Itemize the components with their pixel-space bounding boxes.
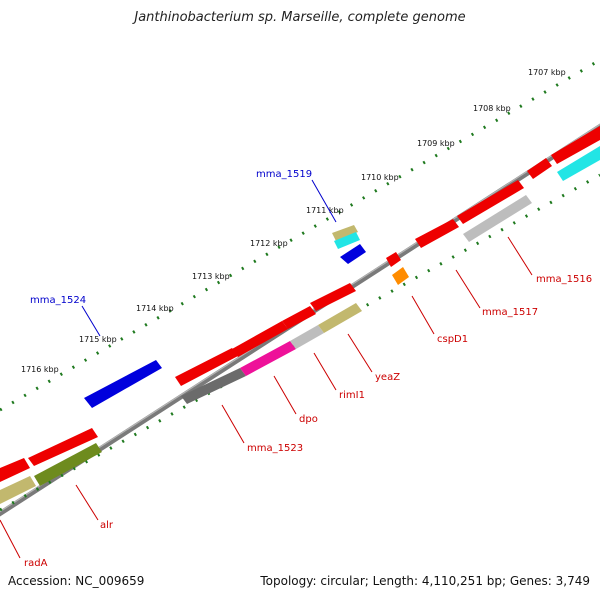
leader-lines	[0, 179, 533, 559]
tick-label-1708: 1708 kbp	[473, 104, 511, 113]
tick-label-1711: 1711 kbp	[306, 206, 344, 215]
gene-red-4[interactable]	[310, 283, 356, 311]
gene-alr[interactable]	[34, 443, 102, 486]
forward-genes	[84, 225, 366, 408]
tick-label-1712: 1712 kbp	[250, 239, 288, 248]
label-cspD1[interactable]: cspD1	[437, 334, 468, 345]
gene-yeaZ-top[interactable]	[332, 225, 358, 241]
gene-mma_1523[interactable]	[181, 368, 246, 404]
reverse-genes	[0, 126, 600, 504]
gene-cyan-small[interactable]	[334, 232, 360, 249]
gene-red-1[interactable]	[175, 348, 238, 386]
gene-mma_1519[interactable]	[340, 244, 366, 264]
tick-label-1710: 1710 kbp	[361, 173, 399, 182]
gene-radA[interactable]	[0, 476, 36, 504]
gene-yeaZ[interactable]	[318, 303, 362, 333]
accession-text: Accession: NC_009659	[8, 574, 145, 588]
label-mma_1517[interactable]: mma_1517	[482, 307, 538, 318]
gene-red-2[interactable]	[232, 321, 288, 357]
gene-cyan-right[interactable]	[557, 146, 600, 181]
gene-red-right-2[interactable]	[551, 126, 600, 164]
gene-red-right-1[interactable]	[527, 158, 552, 179]
map-title: Janthinobacterium sp. Marseille, complet…	[134, 10, 466, 25]
label-dpo[interactable]: dpo	[299, 414, 318, 425]
gene-red-left-2[interactable]	[28, 428, 98, 466]
topology-text: Topology: circular; Length: 4,110,251 bp…	[260, 574, 590, 588]
tick-label-1707: 1707 kbp	[528, 68, 566, 77]
gene-mma_1524[interactable]	[84, 360, 162, 408]
label-mma_1523[interactable]: mma_1523	[247, 443, 303, 454]
tick-label-1713: 1713 kbp	[192, 272, 230, 281]
label-mma_1519[interactable]: mma_1519	[256, 169, 312, 180]
gene-dpo[interactable]	[240, 341, 296, 376]
label-yeaZ[interactable]: yeaZ	[375, 372, 400, 383]
gene-mma_1517-red[interactable]	[415, 219, 459, 248]
label-mma_1516[interactable]: mma_1516	[536, 274, 592, 285]
label-mma_1524[interactable]: mma_1524	[30, 295, 86, 306]
tick-label-1715: 1715 kbp	[79, 335, 117, 344]
gene-mma_1517[interactable]	[457, 180, 524, 224]
tick-label-1714: 1714 kbp	[136, 304, 174, 313]
tick-label-1709: 1709 kbp	[417, 139, 455, 148]
gene-red-left-1[interactable]	[0, 458, 30, 482]
tick-label-1716: 1716 kbp	[21, 365, 59, 374]
label-rimI1[interactable]: rimI1	[339, 390, 365, 401]
kbp-ticks: 1707 kbp 1708 kbp 1709 kbp 1710 kbp 1711…	[21, 68, 566, 374]
label-radA[interactable]: radA	[24, 558, 48, 569]
label-alr[interactable]: alr	[100, 520, 114, 531]
gene-mma_1516[interactable]	[463, 195, 532, 242]
gene-red-3[interactable]	[282, 306, 316, 329]
gene-cspD1[interactable]	[392, 267, 409, 285]
gene-rimI1[interactable]	[290, 325, 324, 349]
gene-labels: mma_1519 mma_1524 mma_1516 mma_1517 cspD…	[24, 169, 592, 569]
gene-cspD1-red[interactable]	[386, 252, 401, 267]
